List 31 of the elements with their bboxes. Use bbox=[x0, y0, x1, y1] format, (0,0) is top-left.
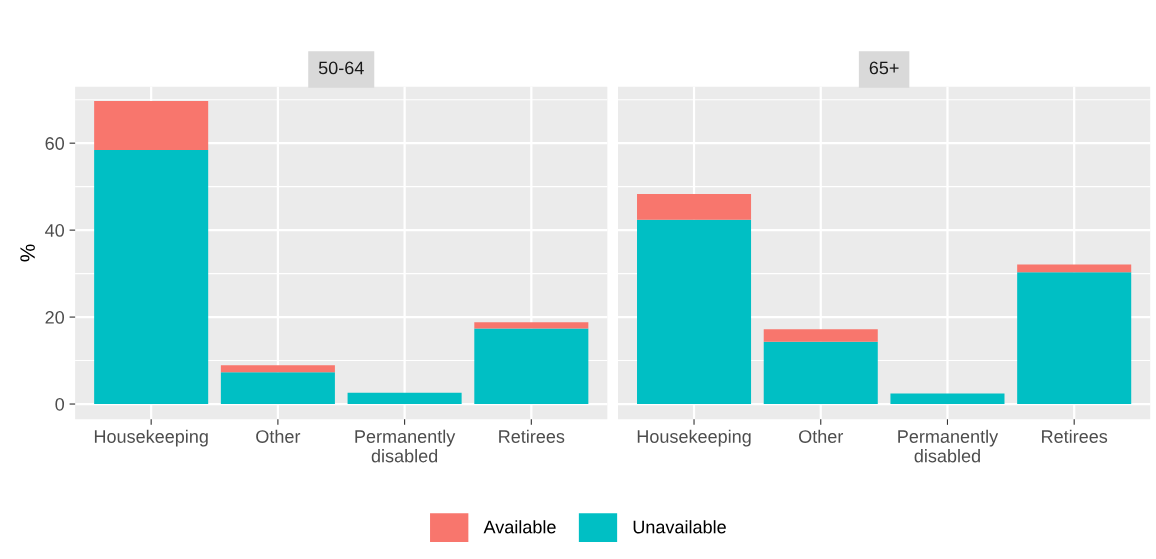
chart-title: 50-64 bbox=[318, 61, 364, 75]
x-tick-label: Other bbox=[799, 429, 844, 443]
y-tick-label: 20 bbox=[45, 311, 65, 324]
bar bbox=[347, 392, 462, 405]
bar bbox=[474, 322, 589, 329]
bar bbox=[220, 372, 335, 405]
x-tick-label: Housekeeping bbox=[94, 429, 208, 447]
bar bbox=[637, 219, 752, 405]
y-tick-label: 0 bbox=[55, 397, 65, 411]
bar bbox=[220, 365, 335, 373]
bar bbox=[94, 150, 209, 405]
bar bbox=[474, 328, 589, 405]
y-tick-label: 60 bbox=[45, 137, 65, 150]
x-tick-label: Housekeeping bbox=[637, 429, 751, 447]
bar bbox=[890, 393, 1005, 405]
x-tick-label: Other bbox=[256, 429, 301, 443]
bar bbox=[637, 194, 752, 220]
bar bbox=[1017, 272, 1132, 405]
legend-label: Available bbox=[483, 520, 556, 534]
bar bbox=[1017, 264, 1132, 273]
x-tick-label: Permanently disabled bbox=[898, 429, 999, 463]
x-tick-label: Retirees bbox=[499, 429, 565, 443]
x-tick-label: Permanently disabled bbox=[355, 429, 456, 463]
y-tick-label: 40 bbox=[45, 224, 65, 237]
y-axis-title: % bbox=[20, 244, 35, 262]
x-tick-label: Retirees bbox=[1042, 429, 1108, 443]
bar bbox=[763, 329, 878, 342]
bar bbox=[763, 341, 878, 405]
bar bbox=[94, 100, 209, 151]
legend-label: Unavailable bbox=[633, 520, 726, 534]
chart-title: 65+ bbox=[869, 61, 899, 75]
